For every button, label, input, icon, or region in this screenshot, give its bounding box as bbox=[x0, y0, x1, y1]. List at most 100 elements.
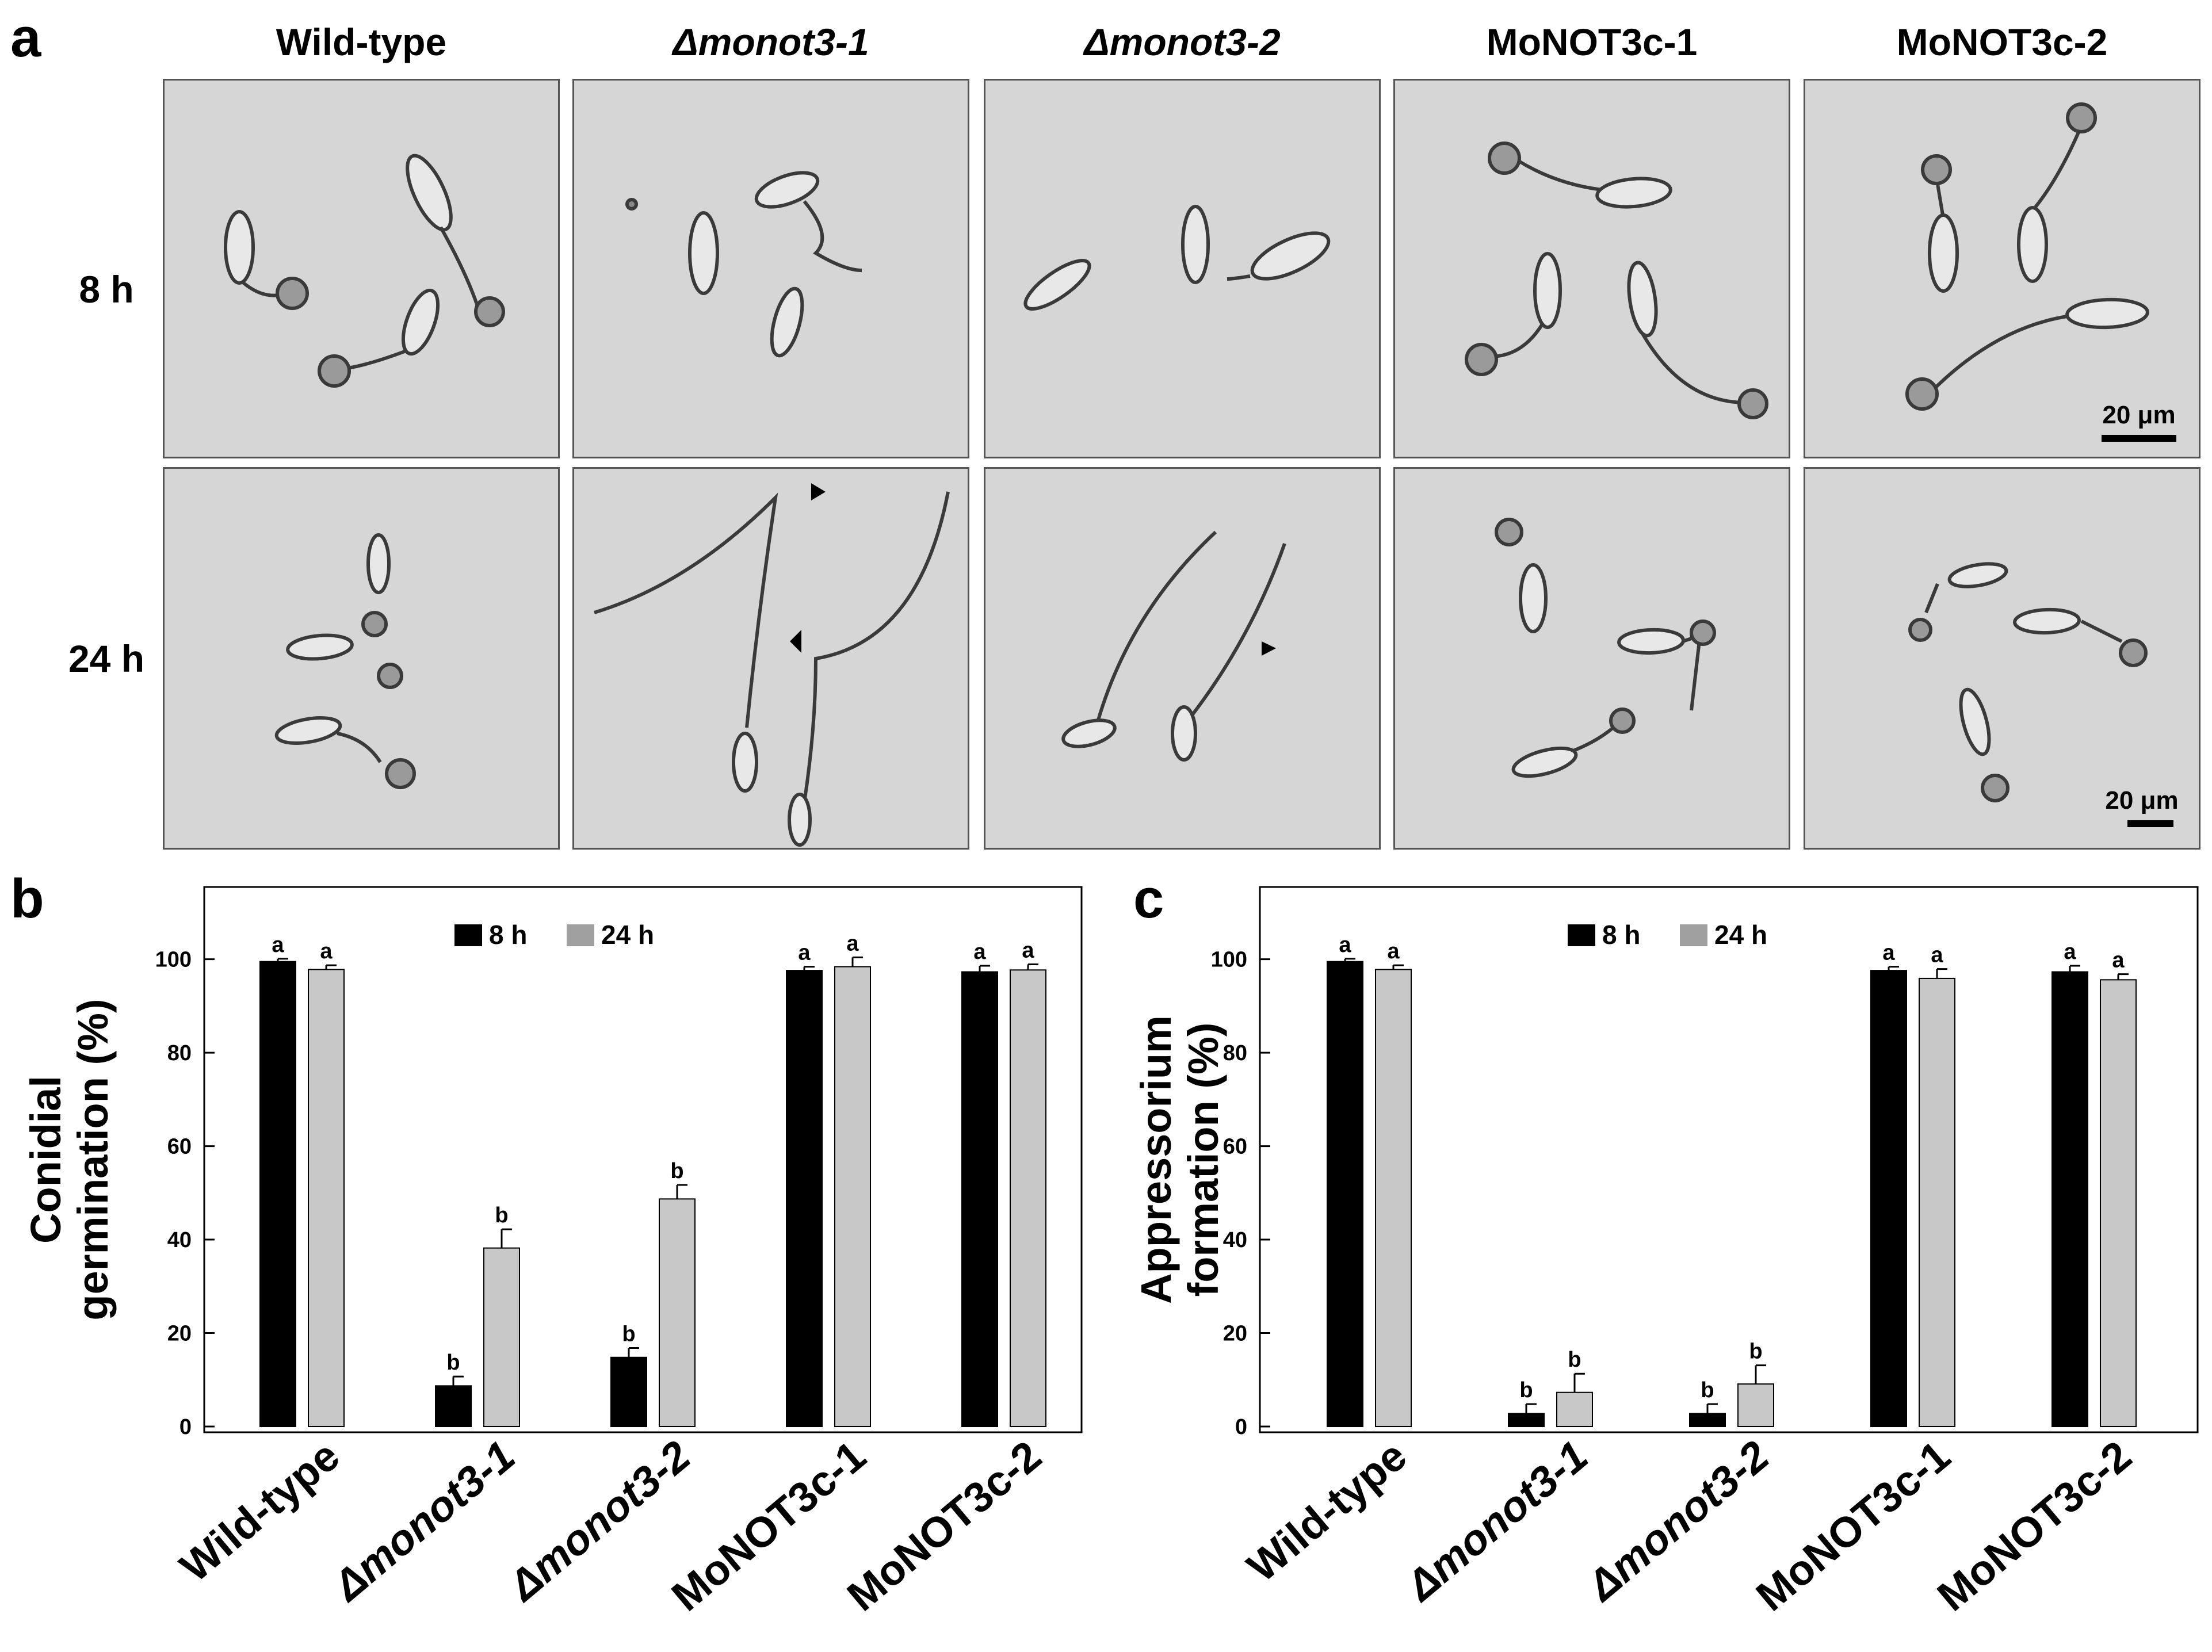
bar-24h bbox=[1556, 1391, 1593, 1427]
bar-24h bbox=[1010, 969, 1046, 1427]
bar-8h bbox=[1508, 1413, 1545, 1428]
column-header-monot3c-2: MoNOT3c-2 bbox=[1896, 21, 2108, 63]
column-header-monot3c-1: MoNOT3c-1 bbox=[1486, 21, 1698, 63]
significance-letter: a bbox=[320, 939, 333, 963]
y-tick-label: 100 bbox=[155, 948, 192, 972]
significance-letter: a bbox=[973, 940, 986, 964]
micrograph-wild-type-24h bbox=[163, 467, 560, 850]
significance-letter: a bbox=[2064, 940, 2076, 964]
bar-chart-conidial-germination: 0 20 40 60 80 100 Conidial germination (%) a a Wil… bbox=[22, 886, 1083, 1620]
significance-letter: b bbox=[670, 1159, 683, 1183]
bar-24h bbox=[2100, 979, 2137, 1427]
row-label-8h: 8 h bbox=[79, 268, 134, 311]
legend-swatch-24h bbox=[1680, 924, 1707, 946]
significance-letter: b bbox=[1749, 1340, 1762, 1364]
micrograph-monot3-1-8h bbox=[572, 79, 969, 458]
micrograph-monot3c-2-8h: 20 μm bbox=[1804, 79, 2200, 458]
x-tick-label: MoNOT3c-2 bbox=[838, 1432, 1050, 1620]
micrograph-monot3c-1-24h bbox=[1393, 467, 1790, 850]
y-tick-label: 40 bbox=[1223, 1228, 1247, 1252]
y-tick-label: 0 bbox=[179, 1415, 192, 1439]
x-tick-label: MoNOT3c-2 bbox=[1928, 1432, 2140, 1620]
plot-frame bbox=[203, 886, 1083, 1433]
y-axis-label-line1: Conidial bbox=[22, 1076, 70, 1244]
x-tick-label: Δmonot3-1 bbox=[323, 1432, 524, 1611]
x-tick-label: MoNOT3c-1 bbox=[1747, 1432, 1959, 1620]
micrograph-monot3-2-8h bbox=[984, 79, 1381, 458]
significance-letter: b bbox=[1568, 1348, 1581, 1372]
significance-letter: b bbox=[446, 1351, 460, 1375]
legend-label-8h: 8 h bbox=[489, 920, 527, 950]
plot-frame bbox=[1259, 886, 2199, 1433]
bar-8h bbox=[2051, 971, 2088, 1428]
bar-8h bbox=[1327, 961, 1363, 1428]
panel-letter-b: b bbox=[10, 868, 44, 930]
significance-letter: a bbox=[798, 941, 811, 965]
bar-24h bbox=[1737, 1383, 1774, 1428]
significance-letter: a bbox=[846, 931, 859, 955]
bar-8h bbox=[1689, 1413, 1726, 1428]
legend-swatch-8h bbox=[454, 924, 482, 946]
significance-letter: a bbox=[1882, 941, 1895, 965]
y-axis-label-line2: formation (%) bbox=[1179, 1023, 1227, 1297]
bar-chart-appressorium-formation: 0 20 40 60 80 100 Appressorium formation (%) a a W… bbox=[1132, 886, 2199, 1620]
bar-8h bbox=[610, 1356, 647, 1427]
scale-bar-label: 20 μm bbox=[2102, 401, 2176, 429]
bar-8h bbox=[786, 970, 823, 1427]
y-tick-label: 40 bbox=[167, 1228, 192, 1252]
column-header-monot3-2: Δmonot3-2 bbox=[1084, 21, 1281, 63]
bar-8h bbox=[435, 1385, 472, 1428]
legend-label-8h: 8 h bbox=[1602, 920, 1640, 950]
significance-letter: a bbox=[272, 933, 284, 957]
legend-label-24h: 24 h bbox=[1714, 920, 1767, 950]
micrograph-monot3c-1-8h bbox=[1393, 79, 1790, 458]
significance-letter: b bbox=[495, 1203, 508, 1227]
y-axis-label-line2: germination (%) bbox=[69, 999, 117, 1320]
y-tick-label: 20 bbox=[167, 1322, 192, 1346]
bar-8h bbox=[259, 961, 296, 1428]
legend-label-24h: 24 h bbox=[601, 920, 654, 950]
bar-24h bbox=[483, 1247, 520, 1427]
bar-24h bbox=[659, 1198, 696, 1428]
panel-letter-a: a bbox=[10, 7, 41, 68]
y-tick-label: 80 bbox=[167, 1041, 192, 1065]
significance-letter: a bbox=[1387, 939, 1400, 963]
bar-24h bbox=[308, 969, 345, 1427]
legend-swatch-24h bbox=[567, 924, 594, 946]
legend-swatch-8h bbox=[1568, 924, 1595, 946]
x-tick-label: Wild-type bbox=[171, 1432, 348, 1591]
y-tick-label: 100 bbox=[1211, 948, 1247, 972]
scale-bar-label: 20 μm bbox=[2105, 786, 2179, 814]
bar-24h bbox=[1375, 969, 1412, 1427]
micrograph-monot3-2-24h bbox=[984, 467, 1381, 850]
y-axis-label-line1: Appressorium bbox=[1132, 1015, 1180, 1304]
y-tick-label: 60 bbox=[1223, 1135, 1247, 1159]
row-label-24h: 24 h bbox=[68, 637, 145, 680]
scale-bar-line bbox=[2127, 820, 2173, 827]
micrograph-monot3-1-24h bbox=[572, 467, 969, 850]
significance-letter: a bbox=[1339, 933, 1351, 957]
significance-letter: a bbox=[1931, 943, 1943, 968]
scale-bar-line bbox=[2102, 435, 2176, 442]
y-tick-label: 60 bbox=[167, 1135, 192, 1159]
significance-letter: b bbox=[1519, 1378, 1533, 1402]
y-tick-label: 20 bbox=[1223, 1322, 1247, 1346]
significance-letter: b bbox=[622, 1322, 635, 1347]
micrograph-monot3c-2-24h: 20 μm bbox=[1804, 467, 2200, 850]
significance-letter: b bbox=[1701, 1378, 1714, 1402]
y-tick-label: 80 bbox=[1223, 1041, 1247, 1065]
micrograph-wild-type-8h bbox=[163, 79, 560, 458]
column-header-monot3-1: Δmonot3-1 bbox=[673, 21, 869, 63]
x-tick-label: Δmonot3-1 bbox=[1396, 1432, 1596, 1611]
panel-letter-c: c bbox=[1133, 868, 1164, 930]
bar-24h bbox=[1919, 977, 1955, 1427]
column-header-wild-type: Wild-type bbox=[276, 21, 447, 63]
bar-24h bbox=[834, 966, 871, 1428]
x-tick-label: Wild-type bbox=[1238, 1432, 1415, 1591]
y-tick-label: 0 bbox=[1235, 1415, 1247, 1439]
significance-letter: a bbox=[1022, 939, 1034, 963]
bar-8h bbox=[1870, 970, 1907, 1427]
bar-8h bbox=[961, 971, 998, 1428]
x-tick-label: MoNOT3c-1 bbox=[663, 1432, 874, 1620]
significance-letter: a bbox=[2112, 949, 2125, 973]
